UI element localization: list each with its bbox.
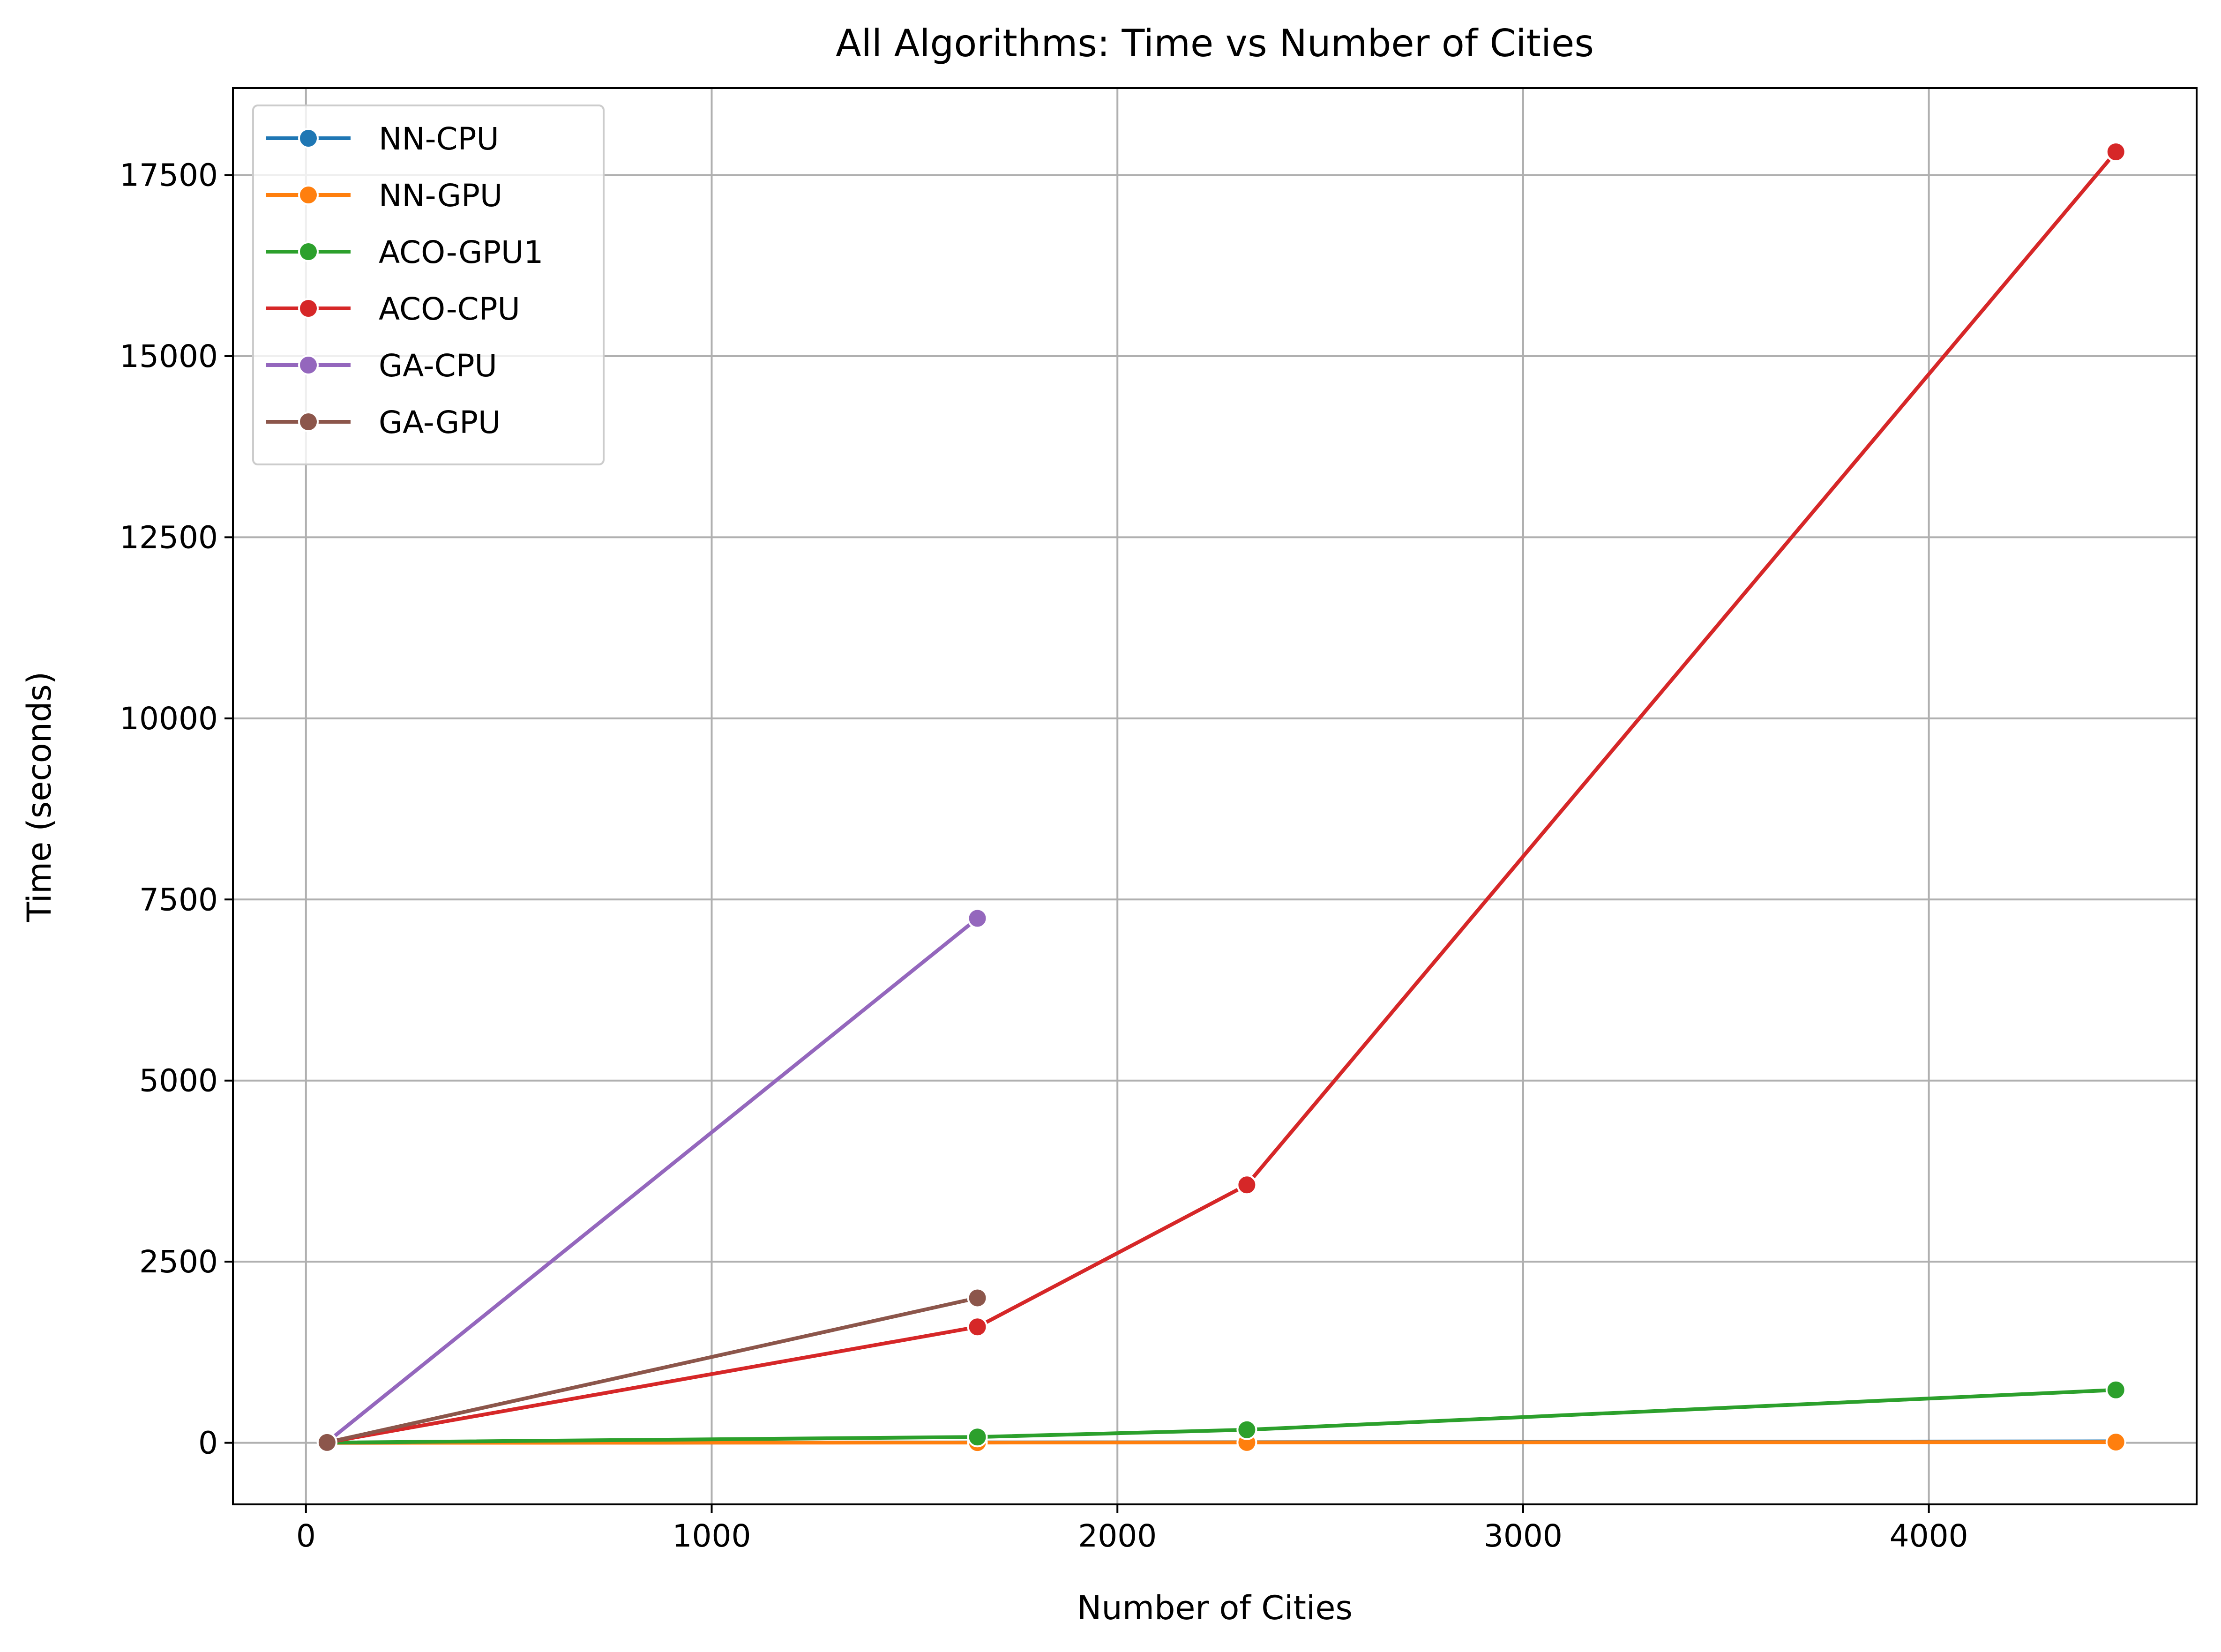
data-point bbox=[967, 908, 988, 929]
plot-frame bbox=[232, 87, 2198, 1505]
series-layer bbox=[316, 142, 2126, 1453]
data-point bbox=[967, 1287, 988, 1308]
chart-title: All Algorithms: Time vs Number of Cities bbox=[836, 22, 1594, 65]
data-point bbox=[967, 1427, 988, 1448]
legend-item: ACO-CPU bbox=[266, 291, 520, 327]
x-tick-label: 3000 bbox=[1484, 1518, 1563, 1554]
legend-swatch-marker bbox=[298, 298, 319, 319]
data-point bbox=[2105, 1379, 2126, 1400]
y-tick-label: 12500 bbox=[120, 519, 218, 555]
x-tick-label: 2000 bbox=[1078, 1518, 1157, 1554]
legend-label: NN-GPU bbox=[379, 178, 502, 214]
series-line bbox=[327, 1440, 2116, 1445]
legend-item: GA-CPU bbox=[266, 348, 497, 384]
legend-swatch-marker bbox=[298, 355, 319, 375]
y-tick-label: 0 bbox=[198, 1425, 218, 1461]
legend-label: GA-CPU bbox=[379, 348, 497, 384]
y-tick-label: 7500 bbox=[139, 882, 218, 918]
x-tick-label: 4000 bbox=[1890, 1518, 1968, 1554]
y-tick-label: 15000 bbox=[120, 338, 218, 374]
data-point bbox=[1236, 1174, 1257, 1196]
axis-ticks: 0 1000 2000 3000 4000 0 2500 5000 7500 10000 12500… bbox=[120, 157, 1968, 1554]
legend-label: ACO-CPU bbox=[379, 291, 520, 327]
series-line bbox=[327, 1388, 2116, 1445]
x-axis-label: Number of Cities bbox=[1077, 1589, 1353, 1627]
y-tick-label: 17500 bbox=[120, 157, 218, 193]
y-tick-label: 5000 bbox=[139, 1063, 218, 1099]
series-line bbox=[326, 1296, 978, 1444]
y-axis-label: Time (seconds) bbox=[20, 672, 59, 922]
legend-swatch-marker bbox=[298, 185, 319, 205]
data-point bbox=[316, 1432, 337, 1453]
data-point bbox=[2105, 142, 2126, 163]
x-tick-label: 1000 bbox=[673, 1518, 751, 1554]
legend-swatch-marker bbox=[298, 241, 319, 262]
data-point bbox=[967, 1316, 988, 1338]
legend-item: GA-GPU bbox=[266, 404, 501, 441]
legend-swatch-marker bbox=[298, 128, 319, 149]
y-tick-label: 2500 bbox=[139, 1244, 218, 1280]
legend-item: NN-CPU bbox=[266, 121, 499, 157]
legend-label: ACO-GPU1 bbox=[379, 234, 543, 270]
legend-label: NN-CPU bbox=[379, 121, 499, 157]
legend-item: ACO-GPU1 bbox=[266, 234, 543, 270]
x-tick-label: 0 bbox=[296, 1518, 316, 1554]
legend-item: NN-GPU bbox=[266, 178, 502, 214]
data-point bbox=[1236, 1419, 1257, 1440]
series-ga-gpu bbox=[316, 1287, 988, 1453]
legend: NN-CPU NN-GPU ACO-GPU1 ACO-CPU GA-CPU GA-GPU bbox=[252, 105, 605, 465]
legend-label: GA-GPU bbox=[379, 404, 501, 441]
legend-swatch-marker bbox=[298, 411, 319, 432]
series-line bbox=[327, 150, 2117, 1444]
series-line bbox=[326, 917, 979, 1444]
data-point bbox=[2105, 1432, 2126, 1453]
y-tick-label: 10000 bbox=[120, 701, 218, 737]
